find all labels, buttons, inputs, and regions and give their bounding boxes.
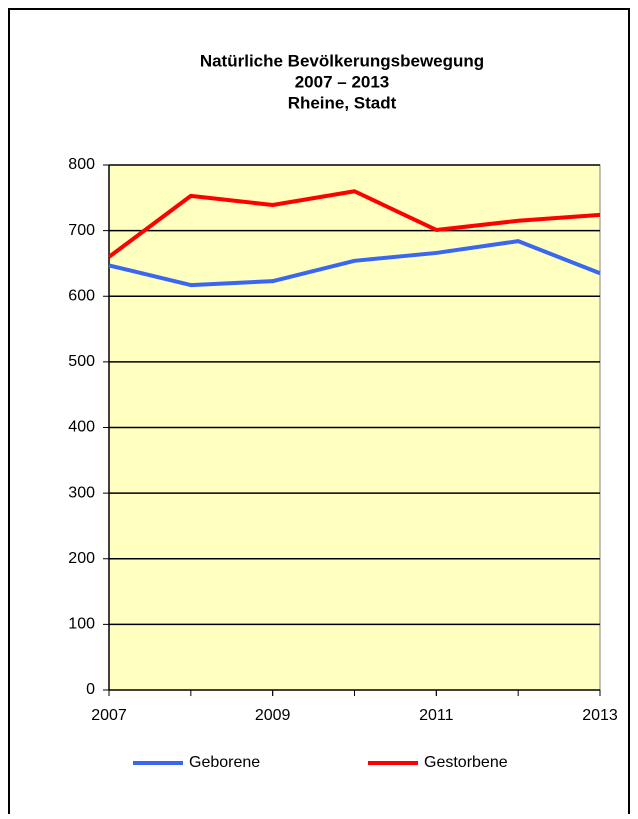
y-tick-label: 200 [68,550,95,567]
y-tick-label: 800 [68,156,95,173]
data-line [108,239,601,288]
y-tick-label: 300 [68,484,95,501]
chart-title: 2007 – 2013 [295,72,390,91]
chart-title: Natürliche Bevölkerungsbewegung [200,51,484,70]
x-tick-label: 2007 [91,707,127,724]
data-line [107,189,601,259]
x-tick-label: 2011 [419,707,454,724]
x-tick-label: 2013 [582,707,618,724]
y-tick-label: 500 [68,353,95,370]
y-tick-label: 100 [68,616,95,633]
x-tick-label: 2009 [255,707,291,724]
y-tick-label: 0 [86,681,95,698]
y-tick-label: 600 [68,287,95,304]
chart-title: Rheine, Stadt [288,93,397,112]
legend-label: Gestorbene [424,754,508,771]
y-tick-label: 400 [68,419,95,436]
legend-label: Geborene [189,754,260,771]
y-tick-label: 700 [68,222,95,239]
